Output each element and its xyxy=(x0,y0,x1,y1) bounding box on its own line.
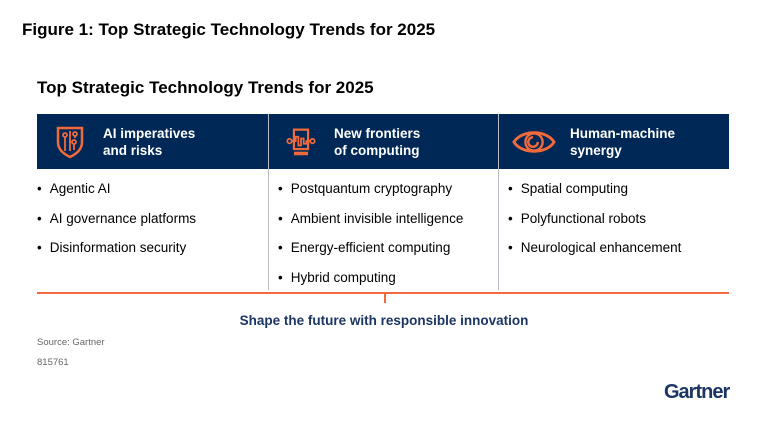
list-item: Hybrid computing xyxy=(278,270,463,300)
chip-waveform-icon xyxy=(286,128,316,155)
column-header-computing: New frontiers of computing xyxy=(268,114,498,169)
source-note: Source: Gartner xyxy=(37,337,105,348)
figure-title: Figure 1: Top Strategic Technology Trend… xyxy=(22,20,436,39)
list-item: Polyfunctional robots xyxy=(508,211,681,241)
diagram-title: Top Strategic Technology Trends for 2025 xyxy=(37,78,374,97)
list-item: Ambient invisible intelligence xyxy=(278,211,464,241)
column-header-synergy: Human-machine synergy xyxy=(498,114,728,169)
tagline: Shape the future with responsible innova… xyxy=(239,313,529,328)
list-item: Disinformation security xyxy=(37,240,196,270)
figure-id: 815761 xyxy=(37,357,69,368)
column-divider xyxy=(498,114,499,290)
bracket-line xyxy=(37,292,729,294)
trend-list-ai: Agentic AI AI governance platforms Disin… xyxy=(37,181,196,270)
column-title: New frontiers of computing xyxy=(334,125,421,158)
header-band xyxy=(37,114,729,169)
list-item: Neurological enhancement xyxy=(508,240,682,270)
bracket-tick xyxy=(384,292,386,303)
list-item: AI governance platforms xyxy=(37,211,196,241)
column-title: AI imperatives and risks xyxy=(103,125,196,158)
column-title: Human-machine synergy xyxy=(570,125,676,158)
column-divider xyxy=(268,114,269,290)
list-item: Energy-efficient computing xyxy=(278,240,463,270)
trend-list-computing: Postquantum cryptography Ambient invisib… xyxy=(278,181,464,300)
trend-list-synergy: Spatial computing Polyfunctional robots … xyxy=(508,181,682,270)
list-item: Spatial computing xyxy=(508,181,681,211)
shield-circuit-icon xyxy=(56,126,84,158)
gartner-logo: Gartner xyxy=(664,381,730,403)
list-item: Agentic AI xyxy=(37,181,196,211)
list-item: Postquantum cryptography xyxy=(278,181,463,211)
column-header-ai: AI imperatives and risks xyxy=(37,114,267,169)
eye-icon xyxy=(512,130,556,153)
